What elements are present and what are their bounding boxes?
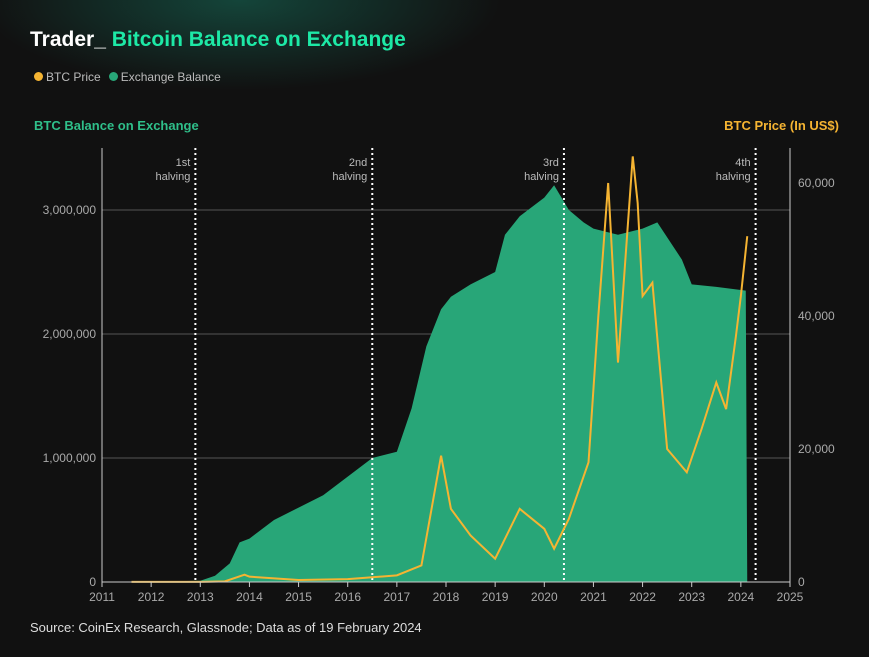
right-tick-label: 20,000 [798,442,835,456]
halving-label: 3rd [543,157,559,169]
source-note: Source: CoinEx Research, Glassnode; Data… [30,620,422,635]
halving-label: halving [524,171,559,183]
halving-label: 1st [176,157,191,169]
halving-label: halving [332,171,367,183]
x-tick-label: 2013 [187,590,214,604]
x-tick-label: 2017 [384,590,411,604]
x-tick-label: 2024 [728,590,755,604]
x-tick-label: 2015 [285,590,312,604]
right-axis-title: BTC Price (In US$) [724,118,839,133]
halving-label: halving [716,171,751,183]
left-tick-label: 3,000,000 [43,203,97,217]
left-tick-label: 0 [89,575,96,589]
right-tick-label: 60,000 [798,176,835,190]
x-tick-label: 2018 [433,590,460,604]
balance-area [131,185,748,582]
price-dot-icon [34,72,43,81]
halving-label: 2nd [349,157,367,169]
legend-balance: Exchange Balance [108,70,221,84]
title-prefix: Trader_ [30,28,106,51]
title-text: Bitcoin Balance on Exchange [111,28,406,51]
left-axis-title: BTC Balance on Exchange [34,118,199,133]
price-line [131,156,749,583]
x-tick-label: 2021 [580,590,607,604]
x-tick-label: 2019 [482,590,509,604]
x-tick-label: 2020 [531,590,558,604]
chart-title: Trader_ Bitcoin Balance on Exchange [30,28,406,52]
left-tick-label: 2,000,000 [43,327,97,341]
left-tick-label: 1,000,000 [43,451,97,465]
x-tick-label: 2025 [777,590,804,604]
halving-label: 4th [735,157,750,169]
halving-label: halving [156,171,191,183]
right-tick-label: 0 [798,575,805,589]
right-tick-label: 40,000 [798,309,835,323]
x-tick-label: 2011 [89,590,115,604]
legend-price-label: BTC Price [46,70,101,84]
x-tick-label: 2014 [236,590,263,604]
legend-balance-label: Exchange Balance [120,70,221,84]
legend: BTC Price Exchange Balance [34,70,221,84]
legend-price: BTC Price [34,70,101,84]
x-tick-label: 2022 [629,590,656,604]
x-tick-label: 2012 [138,590,165,604]
x-tick-label: 2016 [334,590,361,604]
balance-dot-icon [108,72,118,81]
x-tick-label: 2023 [678,590,705,604]
